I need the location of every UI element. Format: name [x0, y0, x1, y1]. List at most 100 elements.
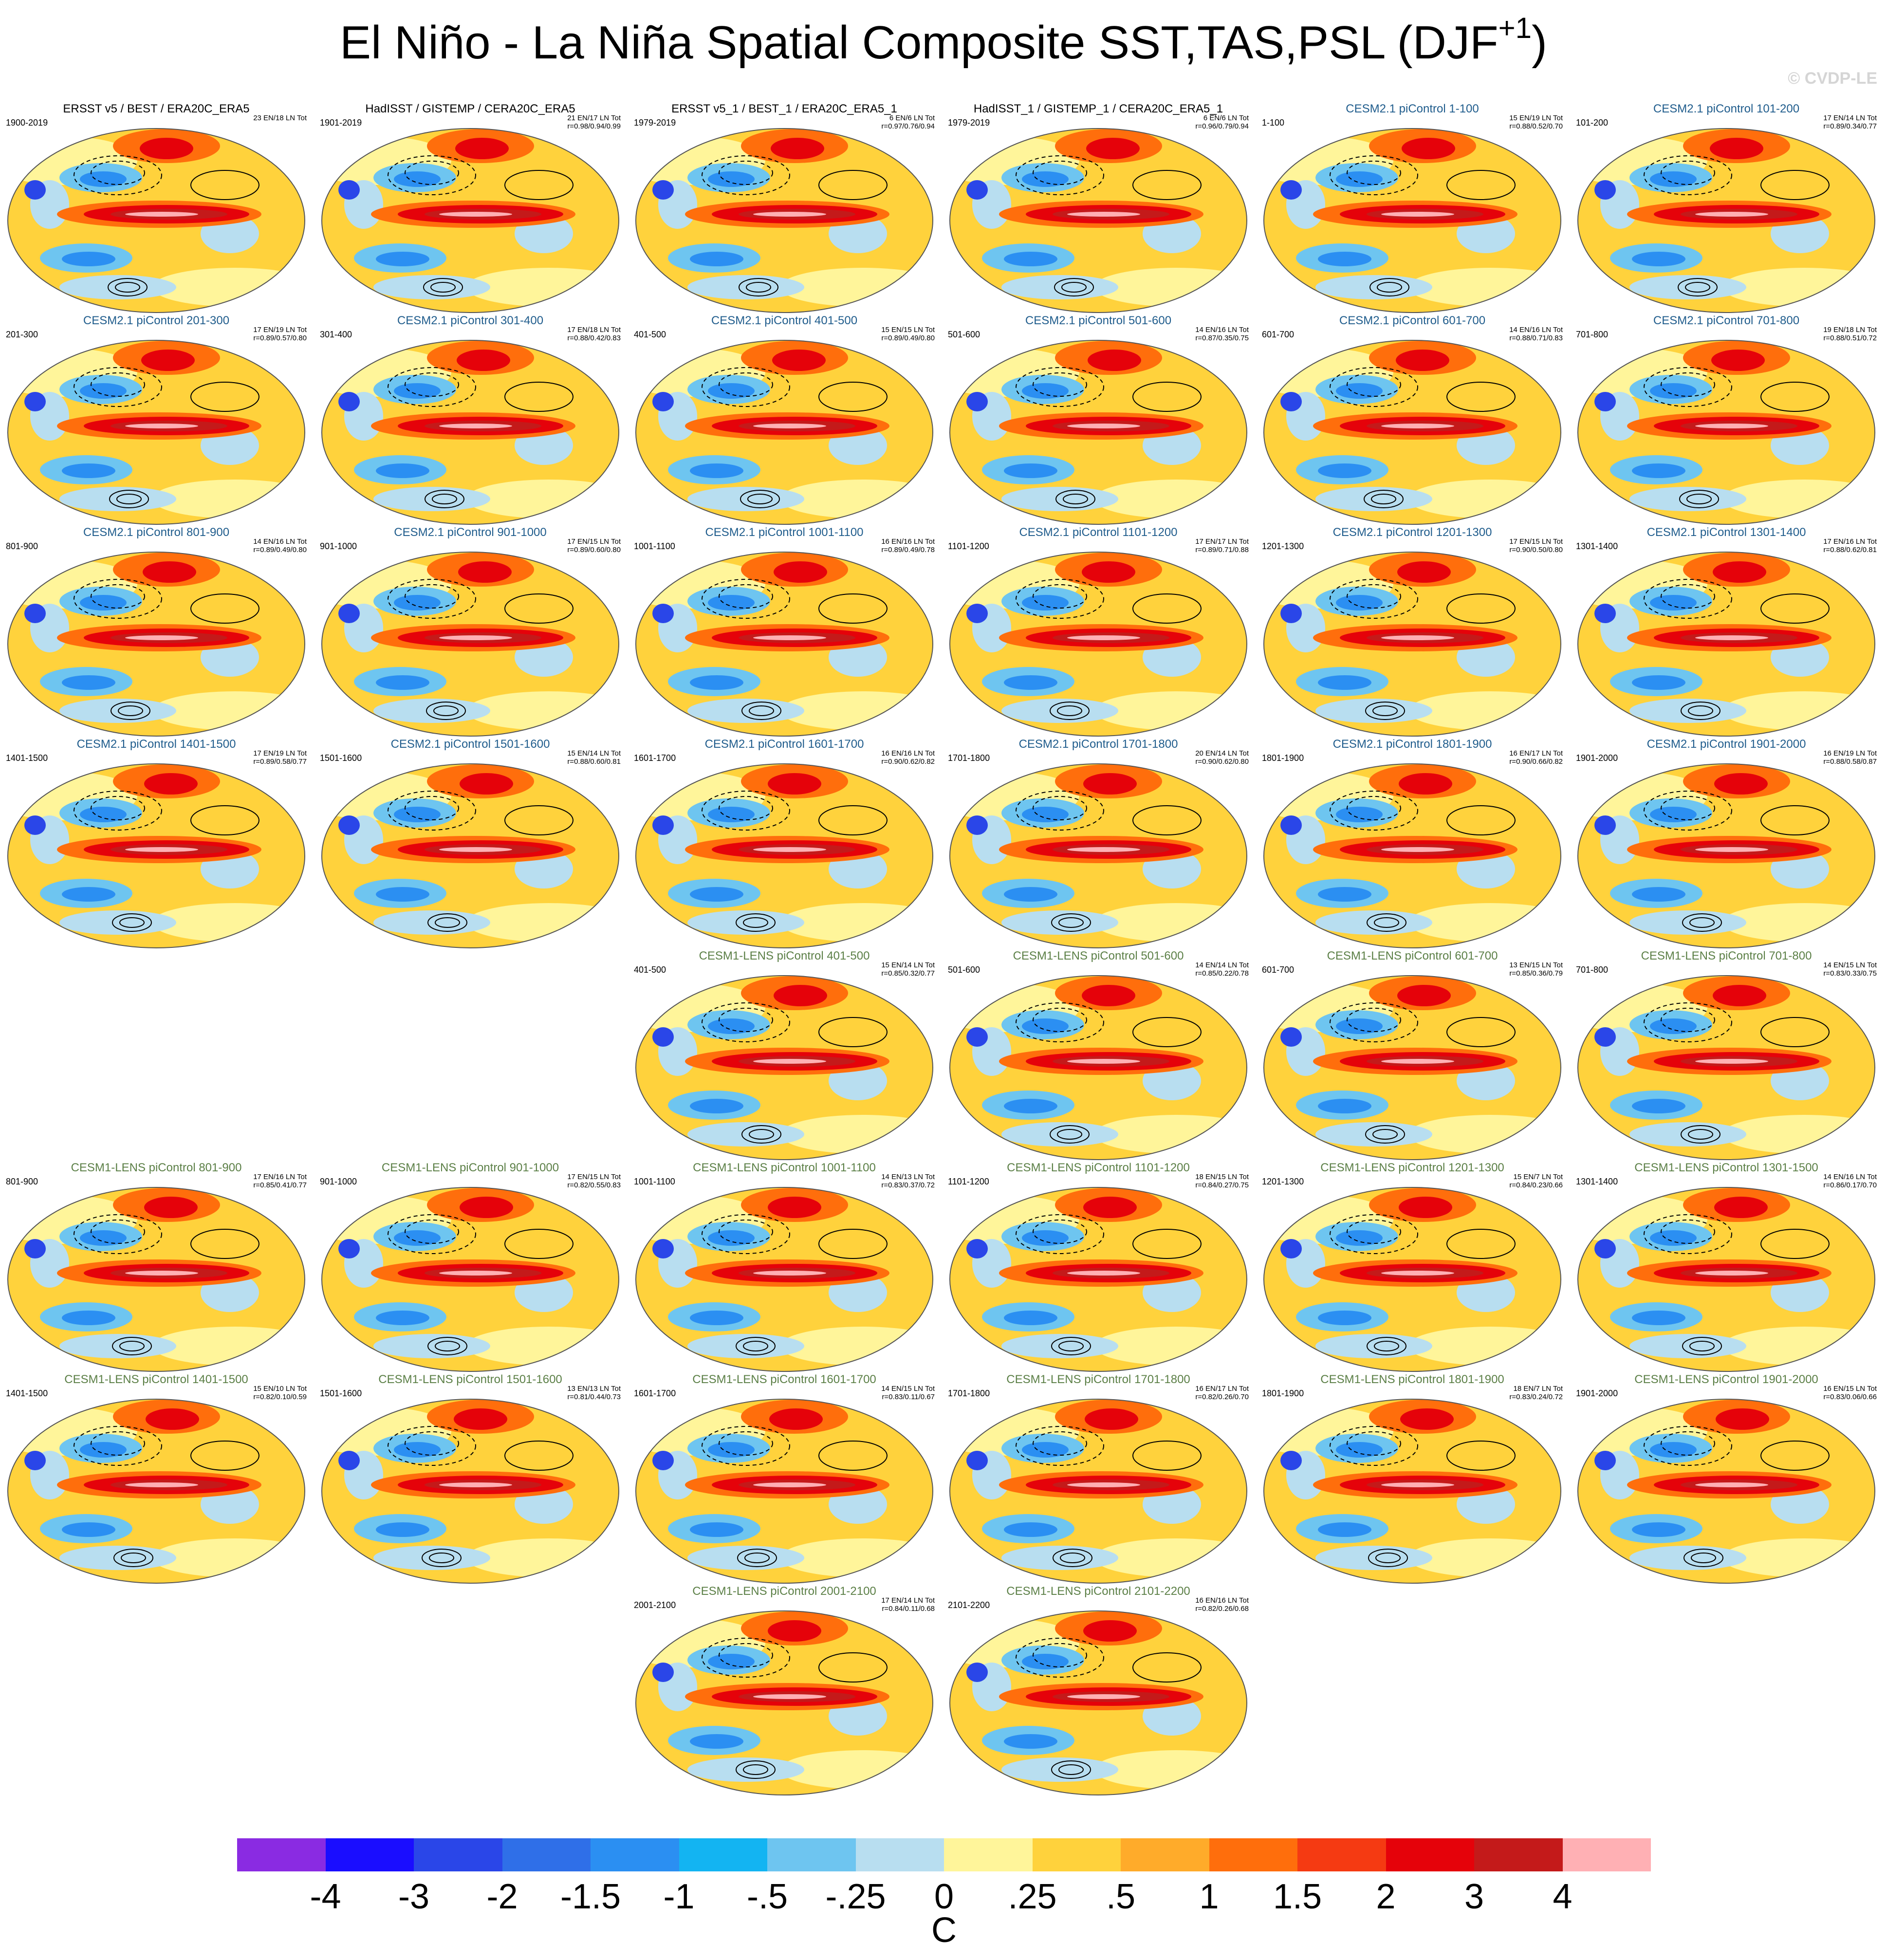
psl-contour — [405, 1431, 459, 1456]
panel-stats: 17 EN/14 LN Tot r=0.89/0.34/0.77 — [1823, 114, 1877, 130]
arctic-warm-patch — [457, 350, 510, 371]
enso-warm-tongue — [753, 1694, 826, 1699]
psl-contour — [743, 1341, 768, 1351]
maritime-cool-anomaly — [338, 1451, 360, 1470]
panel-years: 1979-2019 — [634, 118, 676, 128]
colorbar-tick-label: -.25 — [825, 1877, 886, 1916]
psl-contour — [1347, 796, 1401, 820]
arctic-warm-patch — [455, 138, 509, 159]
composite-map — [949, 1610, 1247, 1795]
psl-contour — [1132, 805, 1202, 835]
enso-warm-tongue — [753, 424, 826, 428]
map-outline — [1577, 1399, 1875, 1584]
maritime-cool-anomaly — [966, 1239, 988, 1258]
psl-contour — [1058, 917, 1084, 928]
panel-years: 601-700 — [1262, 965, 1295, 975]
colorbar-tick-label: -2 — [486, 1877, 518, 1916]
map-panel: CESM2.1 piControl 201-300 201-300 17 EN/19… — [5, 314, 308, 527]
southern-ocean-anomaly — [687, 910, 804, 935]
arctic-warm-patch — [772, 350, 826, 371]
psl-contour — [1016, 579, 1104, 619]
psl-contour — [1051, 1337, 1091, 1355]
psl-contour — [1054, 278, 1094, 296]
map-outline — [949, 340, 1247, 525]
south-pacific-cool-anomaly — [1004, 1099, 1057, 1113]
psl-contour — [1132, 1229, 1202, 1259]
maritime-cool-anomaly — [652, 1239, 674, 1258]
southern-ocean-anomaly — [1315, 487, 1432, 511]
psl-contour — [115, 282, 140, 293]
panel-years: 1901-2000 — [1576, 753, 1618, 763]
psl-contour — [1033, 1220, 1087, 1244]
psl-contour — [1644, 1426, 1732, 1466]
psl-contour — [818, 1652, 888, 1683]
psl-contour — [741, 702, 781, 720]
panel-title: CESM1-LENS piControl 601-700 — [1327, 949, 1498, 962]
psl-contour — [1347, 1008, 1401, 1032]
psl-contour — [1644, 791, 1732, 831]
south-pacific-cool-anomaly — [1004, 887, 1057, 902]
north-pacific-cool-anomaly — [1022, 171, 1069, 187]
psl-contour — [112, 1337, 152, 1355]
maritime-cool-anomaly — [1594, 815, 1616, 835]
enso-warm-tongue — [1067, 1059, 1140, 1064]
maritime-cool-anomaly — [24, 604, 46, 623]
southern-ocean-anomaly — [59, 1334, 176, 1358]
panel-title: CESM1-LENS piControl 1401-1500 — [64, 1373, 248, 1386]
panel-title: ERSST v5 / BEST / ERA20C_ERA5 — [63, 102, 250, 115]
south-pacific-cool-anomaly — [1004, 1734, 1057, 1749]
psl-contour — [1330, 1214, 1418, 1254]
panel-stats: 20 EN/14 LN Tot r=0.90/0.62/0.80 — [1195, 749, 1249, 766]
panel-stats: 13 EN/13 LN Tot r=0.81/0.44/0.73 — [567, 1385, 621, 1401]
panel-years: 501-600 — [948, 965, 980, 975]
panel-stats: 17 EN/17 LN Tot r=0.89/0.71/0.88 — [1195, 537, 1249, 554]
southern-ocean-anomaly — [1629, 910, 1746, 935]
psl-contour — [719, 584, 773, 609]
psl-contour — [1132, 1652, 1202, 1683]
southern-ocean-anomaly — [59, 275, 176, 299]
southern-ocean-anomaly — [687, 1546, 804, 1570]
psl-contour — [1684, 1549, 1723, 1567]
south-pacific-cool-anomaly — [1004, 675, 1057, 690]
panel-title: CESM1-LENS piControl 501-600 — [1013, 949, 1184, 962]
psl-contour — [423, 278, 463, 296]
panel-title: CESM1-LENS piControl 701-800 — [1641, 949, 1812, 962]
map-panel: CESM1-LENS piControl 901-1000 901-1000 17 … — [319, 1161, 622, 1374]
psl-contour — [702, 1002, 790, 1042]
south-pacific-cool-anomaly — [1632, 252, 1685, 266]
psl-contour — [1681, 702, 1720, 720]
map-outline — [7, 552, 305, 737]
map-outline — [1263, 1399, 1561, 1584]
panel-years: 1701-1800 — [948, 1388, 990, 1398]
composite-map — [7, 552, 305, 737]
panel-title: CESM1-LENS piControl 1201-1300 — [1320, 1161, 1504, 1174]
psl-contour — [74, 791, 162, 831]
panel-title: CESM1-LENS piControl 1001-1100 — [693, 1161, 876, 1174]
enso-warm-tongue — [439, 1482, 512, 1487]
panel-years: 901-1000 — [320, 1177, 357, 1186]
composite-map — [1263, 763, 1561, 948]
psl-contour — [1347, 161, 1401, 185]
arctic-warm-patch — [769, 1408, 823, 1430]
south-pacific-cool-anomaly — [376, 1522, 429, 1537]
psl-contour — [1016, 1638, 1104, 1678]
map-panel: CESM2.1 piControl 801-900 801-900 14 EN/16… — [5, 526, 308, 739]
panel-years: 1101-1200 — [948, 541, 989, 551]
enso-warm-tongue — [753, 847, 826, 852]
panel-years: 1001-1100 — [634, 541, 675, 551]
colorbar-swatch — [679, 1838, 767, 1871]
southern-ocean-anomaly — [1315, 275, 1432, 299]
north-pacific-cool-anomaly — [708, 595, 755, 610]
map-outline — [321, 1187, 619, 1372]
psl-contour — [432, 494, 457, 504]
southern-ocean-anomaly — [687, 699, 804, 723]
panel-years: 901-1000 — [320, 541, 357, 551]
colorbar-tick-label: .25 — [1008, 1877, 1057, 1916]
colorbar-swatch — [325, 1838, 414, 1871]
colorbar — [237, 1838, 1651, 1871]
composite-map — [635, 975, 933, 1160]
maritime-cool-anomaly — [24, 180, 46, 200]
map-panel: CESM1-LENS piControl 801-900 801-900 17 EN… — [5, 1161, 308, 1374]
panel-years: 401-500 — [634, 330, 666, 339]
north-pacific-cool-anomaly — [708, 1018, 755, 1034]
